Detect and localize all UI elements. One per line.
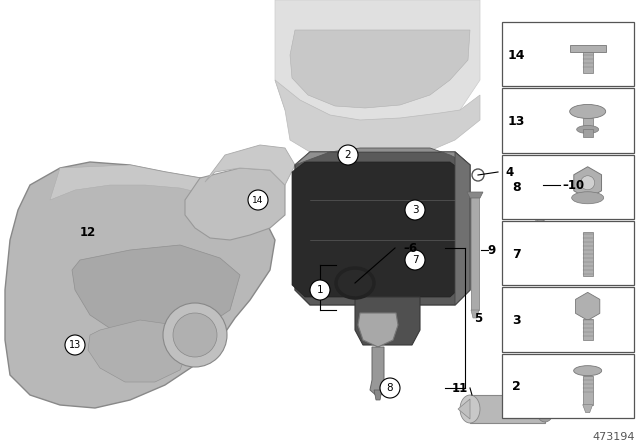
Ellipse shape	[460, 395, 480, 423]
Polygon shape	[455, 152, 470, 305]
Text: 14: 14	[508, 49, 525, 62]
Polygon shape	[72, 245, 240, 340]
Circle shape	[338, 145, 358, 165]
Polygon shape	[582, 232, 593, 276]
Polygon shape	[88, 320, 190, 382]
Ellipse shape	[577, 125, 598, 134]
Polygon shape	[275, 80, 480, 160]
Text: 2: 2	[512, 380, 521, 393]
FancyBboxPatch shape	[502, 22, 634, 86]
Text: 7: 7	[412, 255, 419, 265]
Polygon shape	[185, 168, 285, 240]
Polygon shape	[50, 165, 260, 215]
Text: 9: 9	[488, 244, 496, 257]
Polygon shape	[471, 195, 479, 310]
Polygon shape	[537, 175, 543, 235]
Text: 12: 12	[80, 225, 96, 238]
Polygon shape	[355, 297, 420, 345]
Text: 5: 5	[474, 311, 482, 324]
Circle shape	[380, 378, 400, 398]
Polygon shape	[582, 129, 593, 138]
Text: 14: 14	[252, 195, 264, 204]
Text: –6: –6	[403, 241, 417, 254]
Polygon shape	[582, 319, 593, 340]
Polygon shape	[582, 376, 593, 405]
FancyBboxPatch shape	[502, 353, 634, 418]
Circle shape	[405, 200, 425, 220]
Ellipse shape	[570, 104, 605, 118]
Polygon shape	[358, 313, 398, 347]
Ellipse shape	[572, 192, 604, 204]
Polygon shape	[374, 390, 382, 400]
Polygon shape	[570, 45, 605, 52]
Text: –10: –10	[562, 178, 584, 191]
Text: 1: 1	[317, 285, 323, 295]
Text: 473194: 473194	[593, 432, 635, 442]
Circle shape	[65, 335, 85, 355]
Text: 8: 8	[387, 383, 394, 393]
Polygon shape	[471, 310, 479, 318]
FancyBboxPatch shape	[502, 221, 634, 285]
Polygon shape	[295, 152, 470, 305]
Text: 7: 7	[512, 248, 521, 261]
Polygon shape	[582, 52, 593, 73]
Polygon shape	[275, 0, 480, 148]
Polygon shape	[292, 162, 463, 297]
Polygon shape	[458, 399, 470, 419]
Text: 8: 8	[512, 181, 521, 194]
Text: 2: 2	[345, 150, 351, 160]
Text: 13: 13	[69, 340, 81, 350]
Polygon shape	[582, 405, 593, 413]
Circle shape	[163, 303, 227, 367]
Text: 11: 11	[452, 382, 468, 395]
FancyBboxPatch shape	[502, 287, 634, 352]
Polygon shape	[295, 148, 470, 165]
Text: 13: 13	[508, 115, 525, 128]
Circle shape	[580, 176, 595, 190]
Text: 3: 3	[412, 205, 419, 215]
Ellipse shape	[536, 396, 554, 422]
Circle shape	[405, 250, 425, 270]
Polygon shape	[467, 192, 483, 198]
Text: 4: 4	[506, 165, 514, 178]
Circle shape	[173, 313, 217, 357]
Polygon shape	[370, 347, 386, 397]
Polygon shape	[582, 118, 593, 129]
Circle shape	[248, 190, 268, 210]
Ellipse shape	[573, 366, 602, 376]
FancyBboxPatch shape	[502, 155, 634, 219]
Polygon shape	[470, 395, 545, 423]
FancyBboxPatch shape	[502, 88, 634, 153]
Circle shape	[310, 280, 330, 300]
Polygon shape	[290, 30, 470, 108]
Polygon shape	[5, 162, 275, 408]
Text: 3: 3	[512, 314, 521, 327]
Polygon shape	[205, 145, 295, 185]
